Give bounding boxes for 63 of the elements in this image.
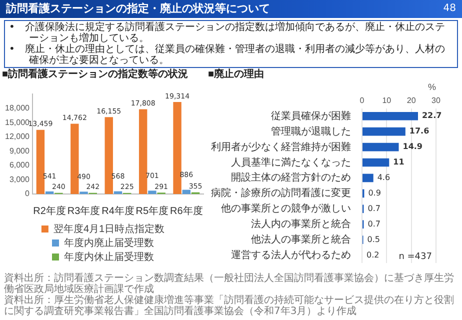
y-tick-label: 他の事業所との競争が激しい [221,202,351,215]
y-tick-label: 12,000 [5,132,30,142]
chart-title: ■訪問看護ステーションの指定数等の状況 [2,68,188,80]
bar [36,130,45,194]
x-tick-label: R3年度 [67,204,100,217]
y-tick-label: 他法人の事業所と統合 [251,234,351,246]
y-tick-label: 従業員確保が困難 [271,110,351,122]
y-tick-label: 9,000 [9,146,30,156]
bar [114,191,122,194]
bar [173,102,182,194]
y-tick-label: 15,000 [5,118,30,127]
bar [362,112,418,120]
annotation: n =437 [398,252,432,262]
x-tick-label: R4年度 [102,204,134,217]
x-tick-label: 10 [382,96,392,105]
y-tick-label: 運営する法人が代わるため [231,249,351,262]
x-tick-label: R6年度 [170,204,203,217]
data-label: 4.6 [377,173,390,182]
data-label: 0.5 [367,234,380,244]
data-label: 0.2 [366,250,380,260]
y-tick-label: 病院・診療所の訪問看護に変更 [211,187,351,200]
bar [138,109,148,194]
y-tick-label: 法人内の事業所と統合 [251,218,351,230]
x-tick-label: R2年度 [33,204,66,217]
data-label: 0.9 [368,188,381,198]
x-axis-title: % [428,82,436,92]
y-tick-label: 3,000 [9,174,30,184]
legend-label: 年度内休止届受理数 [64,250,154,263]
bar [362,174,374,182]
bar [182,190,191,194]
data-label: 14.9 [402,142,423,152]
text: 48 [443,2,456,16]
data-label: 11 [393,158,405,167]
text: 資料出所：訪問看護ステーション数調査結果（一般社団法人全国訪問看護事業協会）に基づき厚生労働省医政局地域医療計画課で作成 [4,273,455,295]
bar [104,117,113,194]
legend-label: 翌年度4月1日時点指定数 [53,222,165,235]
y-tick-label: 管理職が退職した [271,125,351,138]
bar [148,190,156,194]
data-label: 0.7 [368,204,380,213]
y-tick-label: 利用者が少なく経営維持が困難 [211,140,351,153]
text: • 廃止・休止の理由としては、従業員の確保難・管理者の退職・利用者の減少等があり、人材の確保が主な要因となっている。 [9,44,446,66]
y-tick-label: 0 [25,189,30,198]
bar [45,191,54,194]
bar [362,158,390,167]
bar [70,124,79,194]
bar [362,142,399,152]
y-tick-label: 6,000 [9,160,30,170]
x-tick-label: 30 [432,96,441,105]
text: • 介護保険法に規定する訪問看護ステーションの指定数は増加傾向であるが、廃止・休止のステーションも増加している。 [9,22,446,44]
x-tick-label: R5年度 [136,204,169,217]
text: 資料出所：厚生労働省老人保健健康増進等事業「訪問看護の持続可能なサービス提供の在り方と役割に関する調査研究事業報告書」全国訪問看護事業協会（令和7年3月）より作成 [4,295,455,317]
x-tick-label: 0 [360,96,365,105]
y-tick-label: 人員基準に満たなくなった [231,156,351,168]
legend-label: 年度内廃止届受理数 [64,236,154,249]
text: ■廃止の理由 [208,68,264,80]
text: 訪問看護ステーションの指定・廃止の状況等について [6,1,270,17]
x-tick-label: 20 [406,96,416,105]
y-tick-label: 18,000 [5,103,30,112]
bar [362,127,406,136]
data-label: 0.7 [368,219,380,228]
data-label: 17.6 [409,126,430,136]
data-label: 22.7 [422,111,442,120]
y-tick-label: 開設主体の経営方針のため [231,172,351,184]
